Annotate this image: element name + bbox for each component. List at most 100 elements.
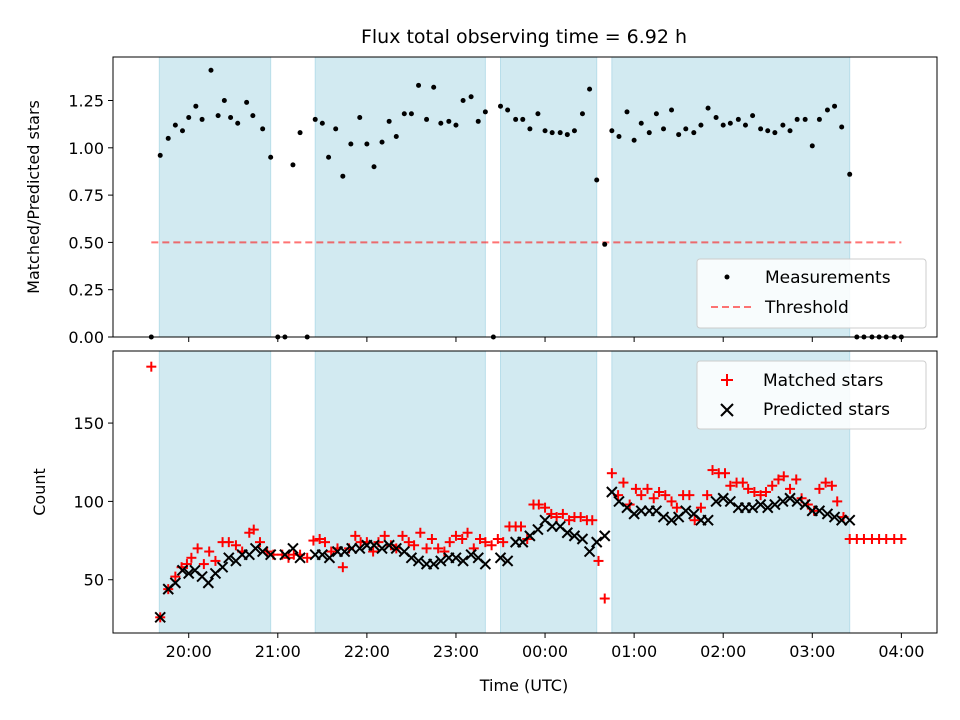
matched-star-point xyxy=(368,546,379,557)
measurement-point xyxy=(386,118,392,124)
measurement-point xyxy=(208,67,214,73)
predicted-star-point xyxy=(405,552,418,564)
matched-star-point xyxy=(695,502,706,513)
predicted-star-point xyxy=(183,567,195,580)
measurement-point xyxy=(468,94,474,100)
predicted-star-point xyxy=(154,611,166,624)
predicted-marker-b xyxy=(791,495,803,508)
predicted-marker-b xyxy=(539,514,551,526)
predicted-star-point xyxy=(599,530,611,542)
matched-star-point xyxy=(707,465,718,476)
measurement-point xyxy=(587,86,593,92)
matched-star-point xyxy=(587,515,598,526)
predicted-star-point xyxy=(613,495,625,508)
predicted-star-point xyxy=(294,552,306,564)
measurement-point xyxy=(460,98,466,104)
measurement-point xyxy=(520,116,526,122)
y-tick-label: 0.50 xyxy=(68,233,104,252)
measurement-point xyxy=(816,116,822,122)
matched-star-point xyxy=(618,477,629,488)
predicted-marker-b xyxy=(189,564,201,577)
matched-star-point xyxy=(606,468,617,479)
measurement-point xyxy=(705,105,711,111)
predicted-marker-b xyxy=(583,545,596,558)
matched-star-point xyxy=(170,571,181,582)
measurement-points xyxy=(148,67,904,340)
predicted-star-point xyxy=(383,539,395,551)
matched-star-point xyxy=(755,490,766,501)
predicted-star-point xyxy=(828,511,841,523)
matched-star-point xyxy=(832,496,843,507)
top-x-ticks xyxy=(188,337,902,342)
predicted-marker-b xyxy=(479,558,492,570)
predicted-marker-b xyxy=(202,577,215,589)
predicted-marker-b xyxy=(532,523,544,536)
predicted-star-point xyxy=(216,561,229,573)
matched-star-point xyxy=(457,534,468,544)
measurement-point xyxy=(416,82,422,88)
bottom-axes-frame xyxy=(112,350,938,634)
measurement-point xyxy=(348,141,354,147)
predicted-marker-b xyxy=(368,539,380,551)
matched-star-point xyxy=(737,477,748,488)
measurement-point xyxy=(290,162,296,168)
predicted-marker-b xyxy=(256,545,269,558)
measurement-point xyxy=(735,116,741,122)
predicted-star-point xyxy=(524,530,536,542)
x-tick-label: 20:00 xyxy=(166,642,212,661)
measurement-point xyxy=(193,103,199,109)
measurement-point xyxy=(624,109,630,115)
predicted-marker-b xyxy=(621,501,633,514)
measurement-point xyxy=(340,173,346,179)
measurement-point xyxy=(498,103,504,109)
x-tick-label: 00:00 xyxy=(522,642,568,661)
matched-star-point xyxy=(350,530,361,541)
predicted-star-point xyxy=(494,552,507,564)
measurement-point xyxy=(758,126,764,132)
observing-interval xyxy=(500,350,598,634)
predicted-star-point xyxy=(435,555,447,567)
measurement-point xyxy=(535,111,541,117)
observing-interval xyxy=(158,56,272,338)
predicted-star-point xyxy=(501,555,514,567)
measurement-point xyxy=(579,111,585,117)
matched-star-point xyxy=(421,543,432,554)
y-tick-label: 0.25 xyxy=(68,281,104,300)
matched-star-point xyxy=(230,540,241,551)
predicted-marker-b xyxy=(680,505,692,517)
x-tick-label: 02:00 xyxy=(700,642,746,661)
predicted-star-point xyxy=(777,495,789,508)
y-tick-label: 150 xyxy=(73,414,104,433)
predicted-star-point xyxy=(368,539,380,551)
predicted-star-point xyxy=(657,511,670,523)
matched-star-point xyxy=(439,546,450,557)
predicted-star-point xyxy=(256,545,269,558)
predicted-marker-b xyxy=(354,542,366,555)
predicted-marker-b xyxy=(561,527,574,539)
predicted-marker-b xyxy=(568,530,581,542)
predicted-star-point xyxy=(746,501,759,514)
predicted-marker-b xyxy=(494,552,507,564)
matched-star-point xyxy=(896,534,907,544)
measurement-point xyxy=(542,128,548,134)
legend-measurements-label: Measurements xyxy=(765,268,891,288)
predicted-marker-b xyxy=(628,508,640,520)
matched-star-point xyxy=(403,537,414,548)
legend-threshold-label: Threshold xyxy=(764,298,849,318)
matched-star-point xyxy=(146,361,157,372)
predicted-star-point xyxy=(264,548,277,561)
measurement-point xyxy=(631,137,637,143)
predicted-star-point xyxy=(591,536,603,548)
matched-star-point xyxy=(223,537,234,548)
measurement-point xyxy=(602,241,608,247)
measurement-point xyxy=(228,115,234,121)
x-tick-label: 22:00 xyxy=(344,642,390,661)
predicted-marker-b xyxy=(465,548,477,561)
predicted-marker-b xyxy=(784,492,796,504)
predicted-marker-b xyxy=(799,498,811,511)
observing-interval xyxy=(314,350,486,634)
predicted-marker-b xyxy=(279,548,291,561)
measurement-point xyxy=(186,115,192,121)
predicted-marker-b xyxy=(183,567,195,580)
matched-star-point xyxy=(642,483,653,494)
